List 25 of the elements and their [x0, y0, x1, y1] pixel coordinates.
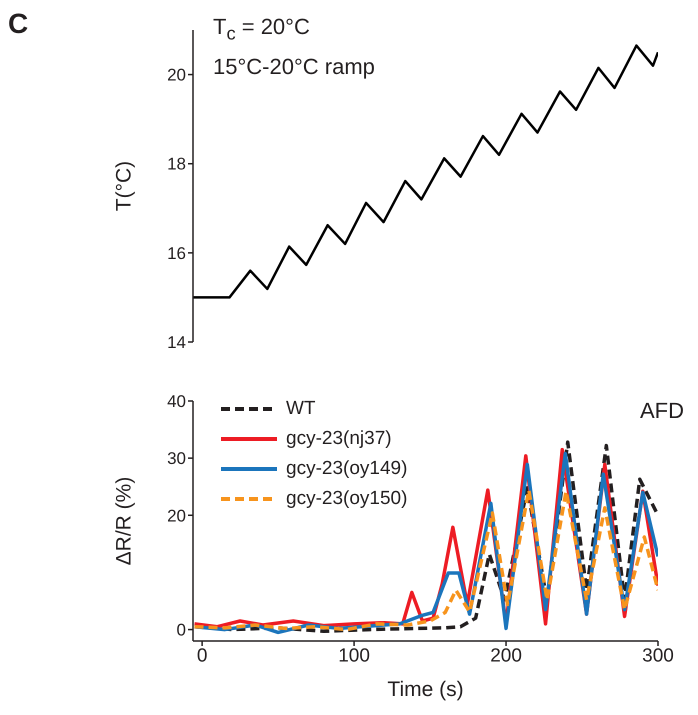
legend-label: gcy-23(nj37)	[286, 428, 392, 450]
y-axis-title: ΔR/R (%)	[112, 476, 136, 566]
line-series	[193, 488, 658, 632]
y-axis-title: T(°C)	[112, 160, 136, 212]
y-tick-label: 14	[167, 333, 186, 352]
x-tick-label: 0	[196, 645, 208, 666]
line-series	[193, 44, 658, 299]
text: C	[8, 8, 28, 40]
annotation: AFD	[640, 398, 684, 424]
x-axis-title: Time (s)	[387, 678, 464, 701]
y-tick-label: 20	[167, 66, 186, 85]
x-tick-label: 100	[338, 645, 370, 666]
y-tick-label: 30	[167, 449, 186, 468]
y-tick-label: 16	[167, 244, 186, 263]
x-tick-label: 200	[490, 645, 522, 666]
x-tick-label: 300	[642, 645, 674, 666]
annotation: T$_{c}$ = 20°C	[213, 14, 310, 44]
legend-label: WT	[286, 398, 316, 420]
y-tick-label: 0	[176, 620, 186, 640]
y-tick-label: 40	[167, 392, 186, 412]
legend-label: gcy-23(oy149)	[286, 458, 408, 480]
y-tick-label: 18	[167, 154, 186, 174]
y-tick-label: 20	[167, 506, 186, 526]
legend-label: gcy-23(oy150)	[286, 488, 408, 510]
annotation: 15°C-20°C ramp	[213, 54, 375, 80]
